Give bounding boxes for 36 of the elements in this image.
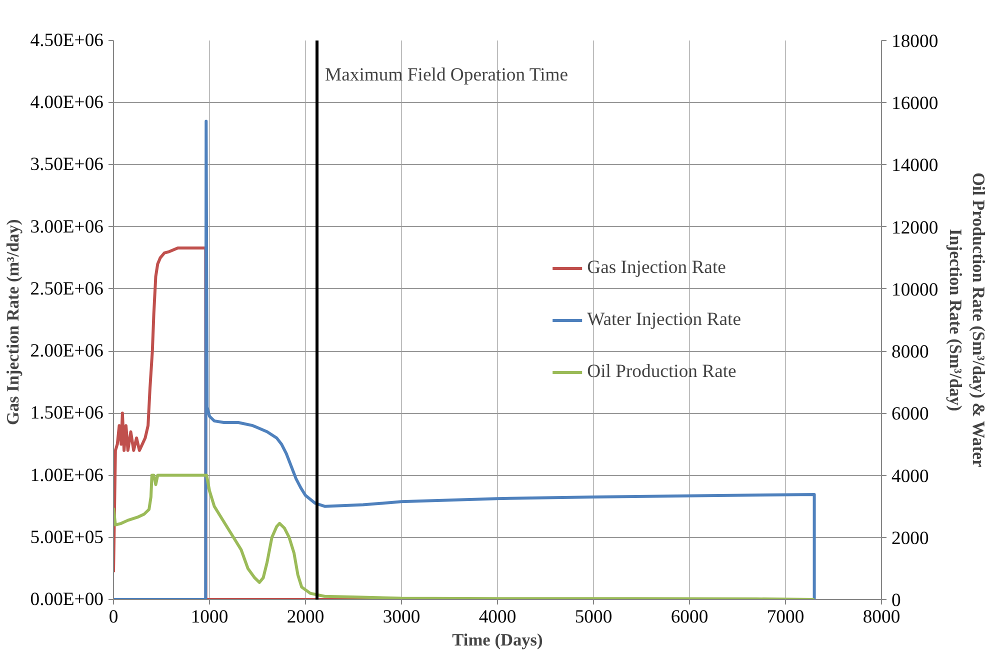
y-tick-label: 4.50E+06 xyxy=(30,30,104,51)
y2-tick-label: 10000 xyxy=(892,279,938,300)
x-tick-label: 3000 xyxy=(382,606,420,628)
y-tick-label: 1.00E+06 xyxy=(30,464,104,486)
y2-tick-label: 2000 xyxy=(892,528,929,549)
y2-axis-title: Oil Production Rate (Sm³/day) & Water Injection Rate (Sm³/day) xyxy=(946,172,988,468)
y2-tick-label: 12000 xyxy=(892,217,938,238)
y2-tick-label: 6000 xyxy=(892,404,929,425)
x-tick-label: 7000 xyxy=(766,606,804,628)
y-tick-label: 2.50E+06 xyxy=(30,278,104,300)
x-tick-label: 5000 xyxy=(574,606,612,628)
y-tick-label: 2.00E+06 xyxy=(30,340,104,362)
y-tick-label: 0.00E+00 xyxy=(30,589,104,610)
x-tick-label: 6000 xyxy=(670,606,708,628)
line-series xyxy=(114,474,816,600)
legend-label: Gas Injection Rate xyxy=(587,256,726,278)
x-tick-label: 4000 xyxy=(478,606,516,628)
y2-tick-label: 14000 xyxy=(892,155,938,176)
y-tick-label: 3.00E+06 xyxy=(30,216,104,238)
x-tick-label: 0 xyxy=(108,606,118,628)
y2-tick-label: 4000 xyxy=(892,466,929,487)
legend-label: Oil Production Rate xyxy=(587,360,736,382)
x-axis-title: Time (Days) xyxy=(452,630,544,650)
y2-tick-label: 8000 xyxy=(892,342,929,363)
y-tick-label: 3.50E+06 xyxy=(30,154,104,176)
x-tick-label: 1000 xyxy=(190,606,228,628)
ref-line-label: Maximum Field Operation Time xyxy=(325,64,568,86)
y-tick-label: 1.50E+06 xyxy=(30,402,104,424)
legend-label: Water Injection Rate xyxy=(587,308,741,330)
y2-tick-label: 16000 xyxy=(892,93,938,114)
y-axis-title: Gas Injection Rate (m³/day) xyxy=(3,218,22,426)
y-tick-label: 4.00E+06 xyxy=(30,92,104,114)
y2-tick-label: 18000 xyxy=(892,31,938,52)
y-tick-label: 5.00E+05 xyxy=(30,526,104,548)
line-series xyxy=(114,120,816,600)
x-tick-label: 2000 xyxy=(286,606,324,628)
